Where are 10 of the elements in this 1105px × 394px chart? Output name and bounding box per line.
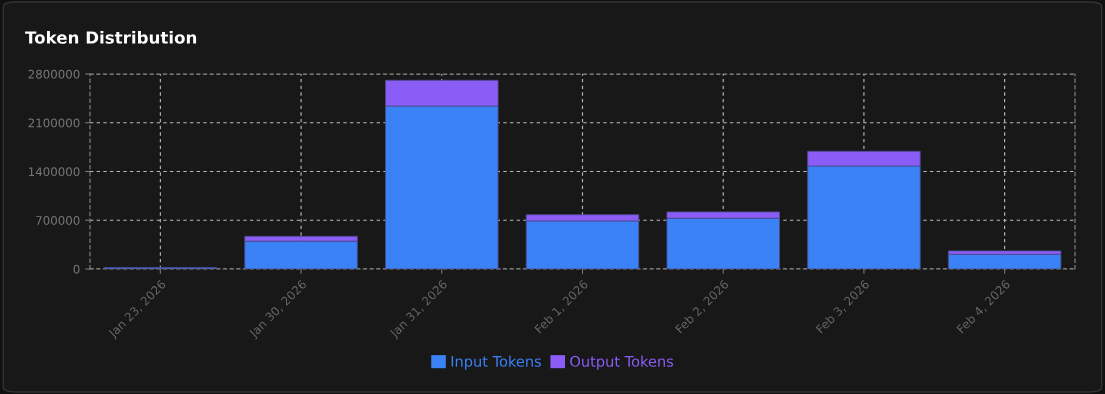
legend-label: Input Tokens (451, 355, 541, 370)
y-tick-label: 700000 (36, 215, 80, 225)
y-tick-label: 2100000 (28, 118, 80, 128)
y-tick-label: 2800000 (28, 69, 80, 79)
y-tick-label: 1400000 (29, 167, 80, 177)
y-tick-label: 0 (73, 264, 80, 274)
legend-label: Output Tokens (570, 355, 674, 370)
bar (947, 253, 1062, 269)
chart-title: Token Distribution (25, 30, 197, 44)
bar (244, 240, 358, 269)
